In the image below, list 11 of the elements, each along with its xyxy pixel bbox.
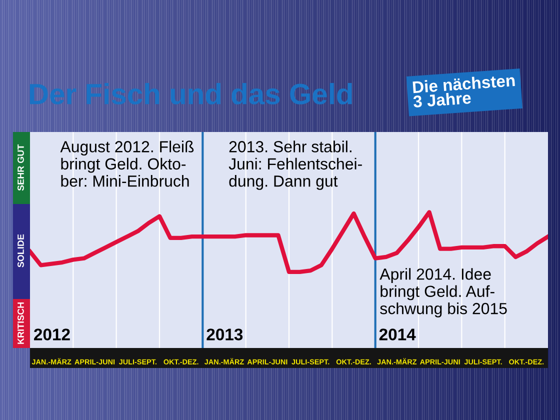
chart-subtitle: Die nächsten 3 Jahre bbox=[412, 74, 515, 108]
annotation: 2013 bbox=[206, 328, 243, 340]
text: SOLIDE bbox=[18, 234, 24, 268]
text: 2013. Sehr stabil. Juni: Fehlentschei- dung. Dann gut bbox=[228, 140, 362, 190]
annotation: April 2014. Idee bringt Geld. Auf- schwung bis 2015 bbox=[380, 268, 507, 318]
text: August 2012. Fleiß bringt Geld. Okto- ber: Mini-Einbruch bbox=[60, 140, 194, 187]
annotation: 2014 bbox=[379, 328, 416, 340]
annotation: 2012 bbox=[34, 328, 70, 340]
text: KRITISCH bbox=[18, 302, 24, 344]
text: SEHR GUT bbox=[18, 144, 24, 191]
chart-title: Der Fisch und das Geld bbox=[30, 83, 352, 104]
